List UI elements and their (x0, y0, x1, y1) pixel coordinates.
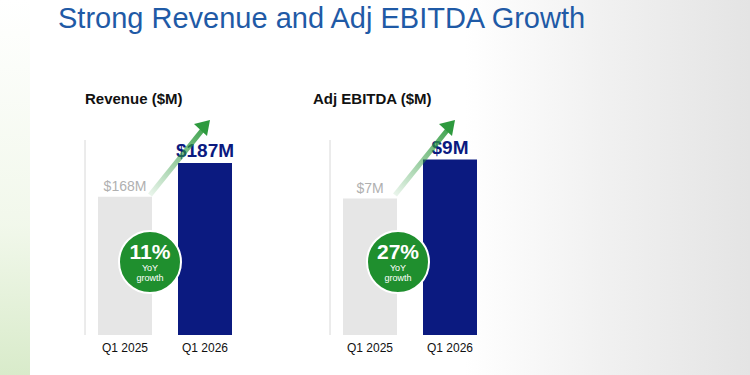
svg-text:$187M: $187M (176, 140, 234, 161)
html-text:Strong Revenue and Adj EBITDA: Strong Revenue and Adj EBITDA Growth (58, 2, 586, 34)
html-text:YoY growth: YoY growth (136, 263, 164, 283)
html-text:11%: 11% (129, 240, 171, 263)
svg-text:$168M: $168M (104, 178, 147, 194)
svg-text:$7M: $7M (356, 180, 383, 196)
html-text:Revenue ($M): Revenue ($M) (85, 90, 183, 107)
svg-text:Q1 2026: Q1 2026 (427, 341, 473, 355)
html-text:Adj EBITDA ($M): Adj EBITDA ($M) (313, 90, 432, 107)
svg-text:Q1 2025: Q1 2025 (102, 341, 148, 355)
svg-text:Q1 2026: Q1 2026 (182, 341, 228, 355)
html-text:YoY growth: YoY growth (384, 263, 412, 283)
html-text:27%: 27% (377, 240, 419, 263)
svg-text:$9M: $9M (432, 137, 469, 158)
svg-text:Q1 2025: Q1 2025 (347, 341, 393, 355)
